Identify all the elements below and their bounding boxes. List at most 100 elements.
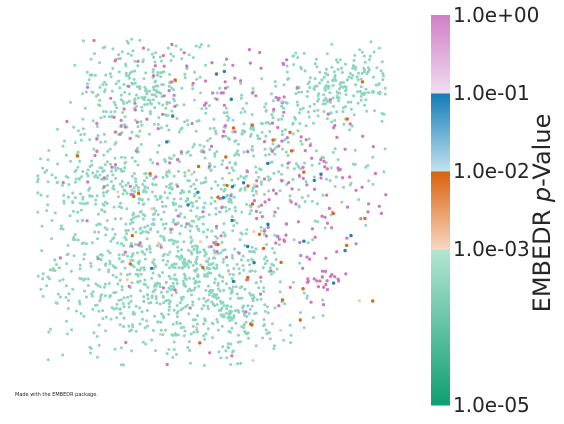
scatter-point bbox=[193, 244, 197, 248]
scatter-point bbox=[165, 114, 169, 117]
scatter-point bbox=[331, 96, 335, 100]
scatter-point bbox=[289, 333, 293, 337]
scatter-point bbox=[263, 193, 266, 196]
scatter-point bbox=[255, 216, 259, 221]
scatter-point bbox=[78, 263, 82, 267]
scatter-point bbox=[127, 324, 131, 328]
scatter-point bbox=[232, 195, 236, 199]
scatter-point bbox=[164, 222, 168, 226]
scatter-point bbox=[153, 106, 157, 109]
scatter-point bbox=[208, 148, 212, 152]
scatter-point bbox=[170, 80, 174, 84]
scatter-point bbox=[213, 251, 217, 255]
scatter-point bbox=[107, 115, 111, 119]
scatter-point bbox=[291, 178, 295, 181]
scatter-point bbox=[207, 263, 211, 267]
scatter-point bbox=[261, 336, 265, 340]
scatter-point bbox=[97, 103, 100, 107]
scatter-point bbox=[141, 97, 145, 101]
scatter-point bbox=[276, 206, 280, 210]
scatter-point bbox=[202, 230, 205, 234]
scatter-point bbox=[117, 79, 121, 83]
scatter-point bbox=[58, 295, 62, 299]
scatter-point bbox=[317, 162, 321, 166]
scatter-point bbox=[170, 238, 173, 242]
scatter-point bbox=[144, 190, 148, 194]
colorbar-tick-label: 1.0e-02 bbox=[453, 159, 530, 183]
scatter-point bbox=[319, 172, 323, 176]
scatter-point bbox=[133, 59, 137, 63]
scatter-point bbox=[202, 248, 206, 252]
scatter-point bbox=[83, 106, 87, 110]
scatter-point bbox=[243, 188, 247, 192]
scatter-point bbox=[141, 340, 145, 344]
scatter-point bbox=[157, 101, 161, 105]
scatter-point bbox=[95, 355, 99, 359]
scatter-point bbox=[172, 277, 176, 281]
scatter-point bbox=[58, 256, 63, 260]
scatter-point bbox=[225, 111, 229, 114]
colorbar-tick-label: 1.0e-01 bbox=[453, 81, 530, 105]
scatter-point bbox=[144, 71, 148, 75]
scatter-point bbox=[202, 322, 206, 326]
scatter-point bbox=[340, 71, 344, 74]
scatter-point bbox=[111, 173, 115, 177]
scatter-point bbox=[250, 123, 254, 127]
scatter-point bbox=[159, 75, 163, 79]
scatter-point bbox=[116, 166, 120, 170]
scatter-point bbox=[255, 298, 259, 302]
scatter-point bbox=[209, 144, 214, 148]
scatter-point bbox=[162, 210, 166, 214]
scatter-point bbox=[112, 115, 116, 119]
scatter-point bbox=[223, 80, 227, 84]
scatter-point bbox=[36, 174, 40, 178]
scatter-point bbox=[285, 58, 289, 62]
scatter-point bbox=[129, 242, 133, 245]
scatter-point bbox=[207, 165, 211, 169]
scatter-point bbox=[226, 118, 230, 122]
scatter-point bbox=[236, 177, 240, 181]
scatter-point bbox=[296, 129, 300, 133]
scatter-point bbox=[210, 229, 214, 233]
scatter-point bbox=[222, 231, 226, 235]
scatter-point bbox=[97, 230, 101, 234]
scatter-point bbox=[156, 230, 160, 234]
scatter-point bbox=[284, 101, 288, 104]
scatter-point bbox=[316, 220, 320, 224]
scatter-point bbox=[249, 209, 253, 213]
scatter-point bbox=[46, 158, 50, 162]
scatter-point bbox=[146, 98, 150, 102]
scatter-point bbox=[291, 121, 295, 125]
scatter-point bbox=[191, 204, 195, 208]
scatter-point bbox=[294, 51, 298, 55]
scatter-point bbox=[280, 179, 284, 183]
scatter-point bbox=[225, 356, 229, 360]
scatter-point bbox=[332, 70, 336, 74]
scatter-point bbox=[290, 187, 294, 191]
scatter-point bbox=[143, 85, 147, 89]
scatter-point bbox=[300, 196, 304, 200]
scatter-point bbox=[314, 149, 318, 153]
scatter-point bbox=[95, 170, 99, 174]
scatter-point bbox=[358, 89, 362, 93]
scatter-point bbox=[178, 232, 182, 236]
scatter-point bbox=[271, 138, 275, 142]
scatter-point bbox=[119, 93, 123, 97]
scatter-point bbox=[36, 210, 40, 214]
scatter-point bbox=[103, 140, 107, 144]
scatter-point bbox=[284, 150, 288, 154]
scatter-point bbox=[96, 283, 100, 287]
scatter-point bbox=[278, 280, 282, 284]
scatter-point bbox=[133, 101, 137, 105]
scatter-point bbox=[204, 288, 208, 292]
scatter-point bbox=[153, 93, 157, 97]
scatter-point bbox=[202, 334, 206, 338]
scatter-point bbox=[299, 67, 303, 71]
scatter-point bbox=[85, 70, 89, 74]
scatter-point bbox=[216, 328, 220, 332]
scatter-point bbox=[318, 279, 322, 283]
scatter-point bbox=[265, 243, 269, 246]
scatter-point bbox=[188, 306, 192, 310]
scatter-point bbox=[338, 91, 342, 95]
scatter-point bbox=[214, 129, 217, 133]
